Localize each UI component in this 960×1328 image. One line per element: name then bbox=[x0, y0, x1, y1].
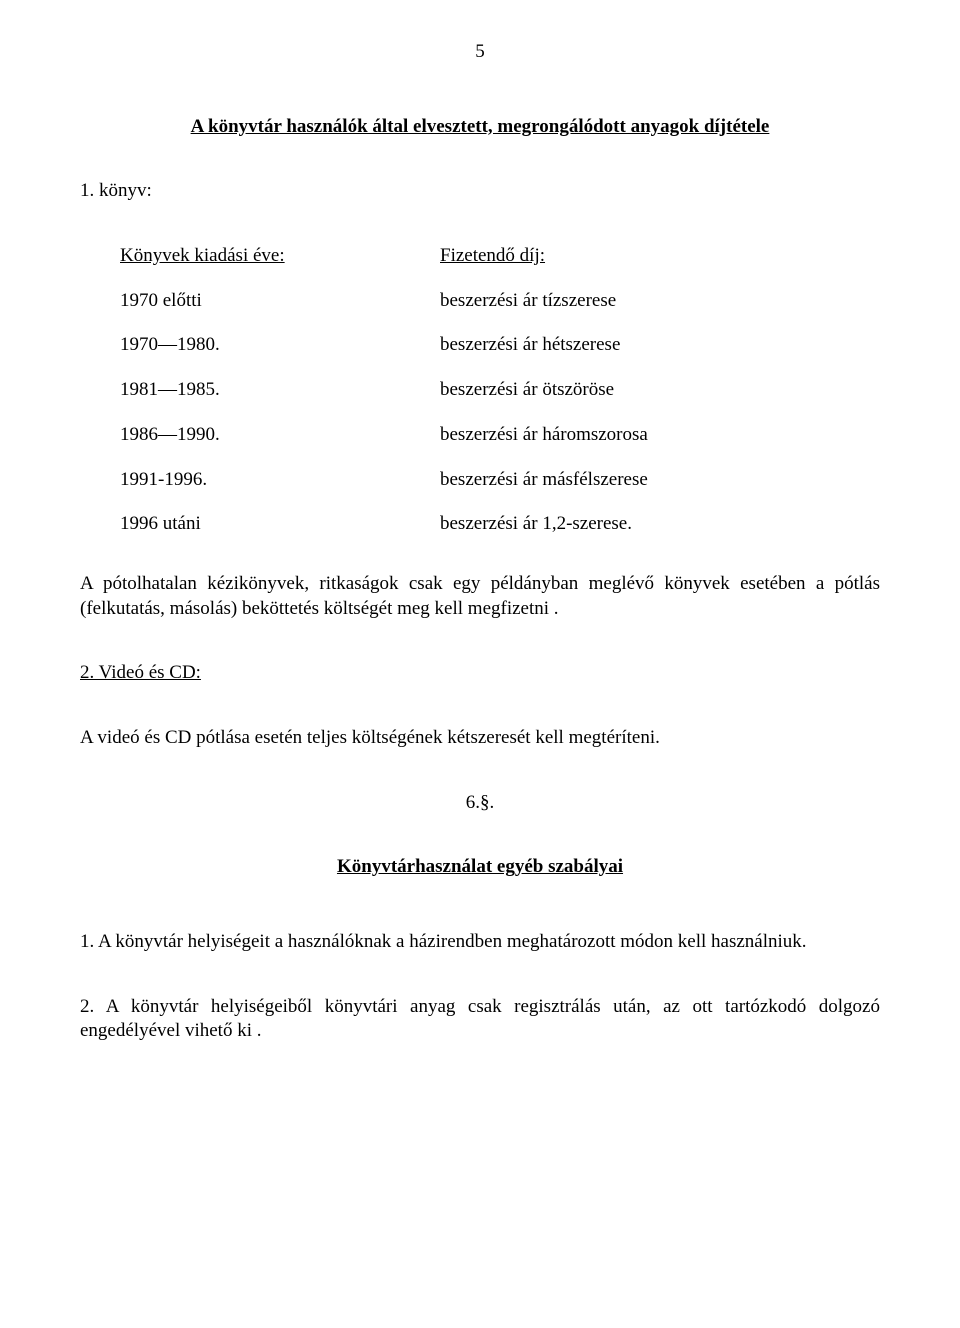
table-row: 1981—1985. beszerzési ár ötszöröse bbox=[120, 378, 880, 403]
table-cell-year: 1970—1980. bbox=[120, 333, 440, 358]
table-header-left: Könyvek kiadási éve: bbox=[120, 244, 440, 269]
section2-paragraph: A videó és CD pótlása esetén teljes költ… bbox=[80, 726, 880, 751]
table-cell-price: beszerzési ár 1,2-szerese. bbox=[440, 512, 880, 537]
section6-number: 6.§. bbox=[80, 791, 880, 816]
table-row: 1970 előtti beszerzési ár tízszerese bbox=[120, 289, 880, 314]
section2-label: 2. Videó és CD: bbox=[80, 661, 880, 686]
table-cell-price: beszerzési ár hétszerese bbox=[440, 333, 880, 358]
section6-title: Könyvtárhasználat egyéb szabályai bbox=[80, 855, 880, 880]
table-header-row: Könyvek kiadási éve: Fizetendő díj: bbox=[120, 244, 880, 269]
section1-label: 1. könyv: bbox=[80, 179, 880, 204]
page-number: 5 bbox=[80, 40, 880, 65]
main-title: A könyvtár használók által elvesztett, m… bbox=[80, 115, 880, 140]
table-header-right: Fizetendő díj: bbox=[440, 244, 880, 269]
section6-rule-1: 1. A könyvtár helyiségeit a használóknak… bbox=[80, 930, 880, 955]
table-row: 1996 utáni beszerzési ár 1,2-szerese. bbox=[120, 512, 880, 537]
table-cell-price: beszerzési ár tízszerese bbox=[440, 289, 880, 314]
table-cell-year: 1996 utáni bbox=[120, 512, 440, 537]
table-cell-year: 1986—1990. bbox=[120, 423, 440, 448]
table-cell-year: 1970 előtti bbox=[120, 289, 440, 314]
table-row: 1991-1996. beszerzési ár másfélszerese bbox=[120, 468, 880, 493]
table-row: 1986—1990. beszerzési ár háromszorosa bbox=[120, 423, 880, 448]
table-cell-price: beszerzési ár ötszöröse bbox=[440, 378, 880, 403]
section1-paragraph: A pótolhatalan kézikönyvek, ritkaságok c… bbox=[80, 572, 880, 621]
table-cell-price: beszerzési ár másfélszerese bbox=[440, 468, 880, 493]
section6-rule-2: 2. A könyvtár helyiségeiből könyvtári an… bbox=[80, 995, 880, 1044]
table-cell-price: beszerzési ár háromszorosa bbox=[440, 423, 880, 448]
table-row: 1970—1980. beszerzési ár hétszerese bbox=[120, 333, 880, 358]
table-cell-year: 1981—1985. bbox=[120, 378, 440, 403]
table-cell-year: 1991-1996. bbox=[120, 468, 440, 493]
pricing-table: Könyvek kiadási éve: Fizetendő díj: 1970… bbox=[120, 244, 880, 537]
